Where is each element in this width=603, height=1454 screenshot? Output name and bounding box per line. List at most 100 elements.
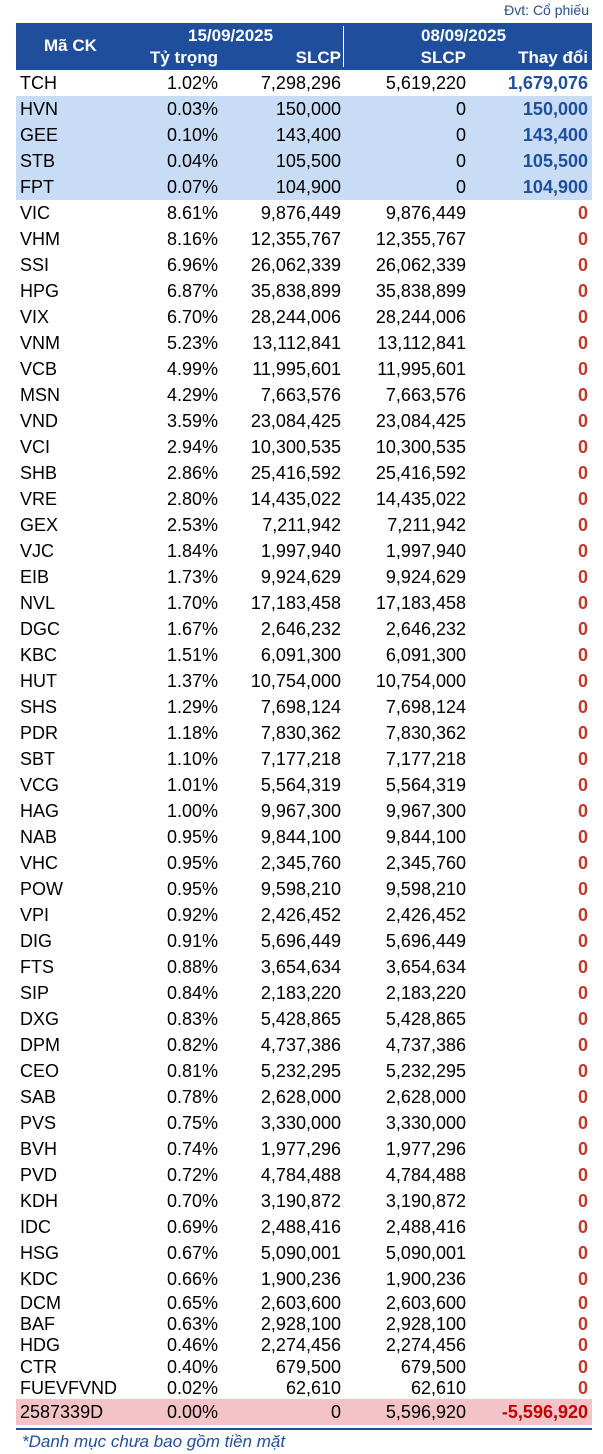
cell-code: EIB xyxy=(20,567,50,587)
cell-slcp-current: 12,355,767 xyxy=(250,229,341,249)
cell-slcp-current: 3,330,000 xyxy=(260,1113,341,1133)
cell-change: 0 xyxy=(577,1356,588,1377)
table-row: VRE 2.80% 14,435,022 14,435,022 0 xyxy=(16,486,592,512)
cell-change: 0 xyxy=(577,567,588,587)
cell-change: 0 xyxy=(577,1191,588,1211)
cell-code: KBC xyxy=(20,645,58,665)
table-row: VCB 4.99% 11,995,601 11,995,601 0 xyxy=(16,356,592,382)
cell-weight: 0.82% xyxy=(166,1035,218,1055)
cell-code: 2587339D xyxy=(20,1401,104,1422)
cell-weight: 1.10% xyxy=(166,749,218,769)
cell-code: POW xyxy=(20,879,63,899)
table-row: SHS 1.29% 7,698,124 7,698,124 0 xyxy=(16,694,592,720)
cell-slcp-previous: 2,646,232 xyxy=(385,619,466,639)
table-row: HVN 0.03% 150,000 0 150,000 xyxy=(16,96,592,122)
cell-change: 0 xyxy=(577,255,588,275)
cell-code: CEO xyxy=(20,1061,60,1081)
cell-slcp-previous: 5,564,319 xyxy=(385,775,466,795)
table-row: POW 0.95% 9,598,210 9,598,210 0 xyxy=(16,876,592,902)
table-row: SBT 1.10% 7,177,218 7,177,218 0 xyxy=(16,746,592,772)
cell-code: VJC xyxy=(20,541,55,561)
cell-change: 105,500 xyxy=(522,151,588,171)
cell-code: VCB xyxy=(20,359,58,379)
cell-change: 0 xyxy=(577,723,588,743)
table-header: Mã CK 15/09/2025 08/09/2025 Tỷ trọng SLC… xyxy=(16,23,592,70)
cell-slcp-previous: 7,211,942 xyxy=(387,515,466,535)
cell-weight: 1.84% xyxy=(166,541,218,561)
cell-weight: 1.73% xyxy=(166,567,218,587)
cell-slcp-previous: 13,112,841 xyxy=(377,333,466,353)
cell-slcp-current: 26,062,339 xyxy=(250,255,341,275)
cell-slcp-current: 9,876,449 xyxy=(260,203,341,223)
cell-change: 0 xyxy=(577,359,588,379)
header-date-2: 08/09/2025 xyxy=(421,26,507,45)
table-row: VHC 0.95% 2,345,760 2,345,760 0 xyxy=(16,850,592,876)
table-row: MSN 4.29% 7,663,576 7,663,576 0 xyxy=(16,382,592,408)
cell-code: NAB xyxy=(20,827,58,847)
cell-slcp-current: 2,488,416 xyxy=(260,1217,341,1237)
cell-slcp-previous: 2,928,100 xyxy=(385,1314,466,1335)
cell-change: 0 xyxy=(577,619,588,639)
table-body: TCH 1.02% 7,298,296 5,619,220 1,679,076 HVN 0.… xyxy=(16,70,592,1425)
cell-code: BVH xyxy=(20,1139,58,1159)
table-row: VCG 1.01% 5,564,319 5,564,319 0 xyxy=(16,772,592,798)
table-row: FTS 0.88% 3,654,634 3,654,634 0 xyxy=(16,954,592,980)
cell-change: 0 xyxy=(577,957,588,977)
table-row: PDR 1.18% 7,830,362 7,830,362 0 xyxy=(16,720,592,746)
cell-slcp-current: 0 xyxy=(330,1401,341,1422)
cell-change: 104,900 xyxy=(522,177,588,197)
cell-code: NVL xyxy=(20,593,56,613)
cell-weight: 0.74% xyxy=(166,1139,218,1159)
cell-slcp-previous: 2,345,760 xyxy=(385,853,466,873)
cell-weight: 1.70% xyxy=(166,593,218,613)
cell-change: 0 xyxy=(577,697,588,717)
cell-change: 1,679,076 xyxy=(507,73,588,93)
cell-slcp-previous: 9,876,449 xyxy=(385,203,466,223)
cell-weight: 0.70% xyxy=(166,1191,218,1211)
cell-slcp-current: 5,428,865 xyxy=(260,1009,341,1029)
cell-slcp-current: 150,000 xyxy=(275,99,341,119)
cell-slcp-previous: 2,426,452 xyxy=(385,905,466,925)
cell-weight: 0.78% xyxy=(166,1087,218,1107)
cell-slcp-previous: 5,596,920 xyxy=(385,1401,466,1422)
cell-slcp-current: 4,784,488 xyxy=(260,1165,341,1185)
cell-slcp-current: 2,928,100 xyxy=(260,1314,341,1335)
cell-weight: 1.18% xyxy=(166,723,218,743)
table-row: KDH 0.70% 3,190,872 3,190,872 0 xyxy=(16,1188,592,1214)
cell-slcp-previous: 9,844,100 xyxy=(385,827,466,847)
cell-change: 0 xyxy=(577,1269,588,1289)
cell-code: HPG xyxy=(20,281,60,301)
cell-slcp-current: 7,177,218 xyxy=(260,749,341,769)
cell-change: 150,000 xyxy=(522,99,588,119)
cell-change: 0 xyxy=(577,1335,588,1356)
cell-weight: 0.92% xyxy=(166,905,218,925)
cell-slcp-previous: 1,900,236 xyxy=(385,1269,466,1289)
cell-code: GEX xyxy=(20,515,59,535)
table-row: BVH 0.74% 1,977,296 1,977,296 0 xyxy=(16,1136,592,1162)
header-slcp-2: SLCP xyxy=(420,48,466,67)
cell-slcp-previous: 0 xyxy=(455,99,466,119)
cell-change: 0 xyxy=(577,983,588,1003)
cell-change: 0 xyxy=(577,1035,588,1055)
cell-slcp-previous: 2,603,600 xyxy=(385,1292,466,1313)
table-row: DCM 0.65% 2,603,600 2,603,600 0 xyxy=(16,1292,592,1313)
cell-change: 0 xyxy=(577,905,588,925)
table-row: VJC 1.84% 1,997,940 1,997,940 0 xyxy=(16,538,592,564)
cell-weight: 0.83% xyxy=(166,1009,218,1029)
cell-code: PVD xyxy=(20,1165,58,1185)
cell-code: FTS xyxy=(20,957,54,977)
table-row: VPI 0.92% 2,426,452 2,426,452 0 xyxy=(16,902,592,928)
cell-weight: 0.67% xyxy=(166,1243,218,1263)
cell-code: PVS xyxy=(20,1113,57,1133)
cell-slcp-previous: 9,967,300 xyxy=(385,801,466,821)
cell-slcp-previous: 4,737,386 xyxy=(385,1035,466,1055)
cell-code: VND xyxy=(20,411,59,431)
table-row: VHM 8.16% 12,355,767 12,355,767 0 xyxy=(16,226,592,252)
cell-slcp-current: 104,900 xyxy=(275,177,341,197)
cell-change: 0 xyxy=(577,879,588,899)
cell-slcp-previous: 6,091,300 xyxy=(385,645,466,665)
cell-change: 0 xyxy=(577,1165,588,1185)
cell-weight: 0.07% xyxy=(166,177,218,197)
cell-weight: 1.51% xyxy=(166,645,218,665)
cell-change: 0 xyxy=(577,1378,588,1399)
